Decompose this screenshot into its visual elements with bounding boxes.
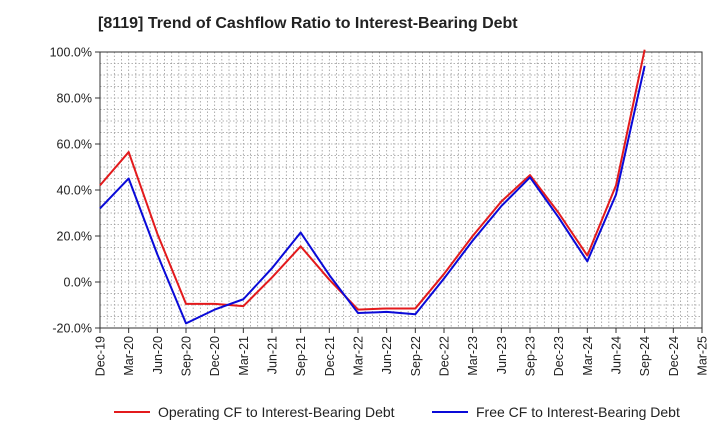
y-tick-label: -20.0% <box>52 322 92 336</box>
x-tick-label: Jun-24 <box>610 336 624 374</box>
legend: Operating CF to Interest-Bearing Debt Fr… <box>0 404 720 428</box>
x-tick-label: Jun-20 <box>151 336 165 374</box>
legend-label-free-cf: Free CF to Interest-Bearing Debt <box>476 404 680 420</box>
legend-swatch-free-cf <box>432 411 468 413</box>
legend-item-operating-cf: Operating CF to Interest-Bearing Debt <box>114 404 395 420</box>
x-tick-label: Mar-23 <box>466 336 480 376</box>
x-tick-label: Sep-20 <box>180 336 194 376</box>
x-tick-label: Jun-22 <box>380 336 394 374</box>
x-tick-label: Dec-21 <box>323 336 337 376</box>
x-tick-label: Dec-22 <box>438 336 452 376</box>
x-tick-label: Mar-25 <box>696 336 710 376</box>
chart-title: [8119] Trend of Cashflow Ratio to Intere… <box>98 15 518 32</box>
legend-item-free-cf: Free CF to Interest-Bearing Debt <box>432 404 680 420</box>
line-chart: -20.0% 0.0% 20.0% 40.0% 60.0% 80.0% 100.0% Dec-… <box>50 46 710 377</box>
x-tick-label: Dec-23 <box>552 336 566 376</box>
x-tick-label: Dec-20 <box>208 336 222 376</box>
series-line-free-cf <box>99 65 646 325</box>
y-tick-label: 20.0% <box>57 230 92 244</box>
y-tick-label: 60.0% <box>57 138 92 152</box>
x-tick-label: Dec-24 <box>667 336 681 376</box>
x-tick-label: Mar-24 <box>581 336 595 376</box>
x-tick-label: Mar-22 <box>352 336 366 376</box>
x-tick-label: Dec-19 <box>94 336 108 376</box>
legend-swatch-operating-cf <box>114 411 150 413</box>
x-tick-label: Sep-23 <box>524 336 538 376</box>
y-tick-label: 100.0% <box>50 46 92 60</box>
x-tick-label: Jun-21 <box>266 336 280 374</box>
y-tick-label: 0.0% <box>64 276 93 290</box>
x-tick-label: Jun-23 <box>495 336 509 374</box>
x-tick-label: Sep-22 <box>409 336 423 376</box>
x-tick-label: Mar-20 <box>122 336 136 376</box>
legend-label-operating-cf: Operating CF to Interest-Bearing Debt <box>158 404 395 420</box>
x-tick-label: Mar-21 <box>237 336 251 376</box>
y-tick-label: 40.0% <box>57 184 92 198</box>
y-tick-label: 80.0% <box>57 92 92 106</box>
series-line-operating-cf <box>99 49 646 311</box>
x-tick-label: Sep-21 <box>294 336 308 376</box>
x-tick-label: Sep-24 <box>638 336 652 376</box>
